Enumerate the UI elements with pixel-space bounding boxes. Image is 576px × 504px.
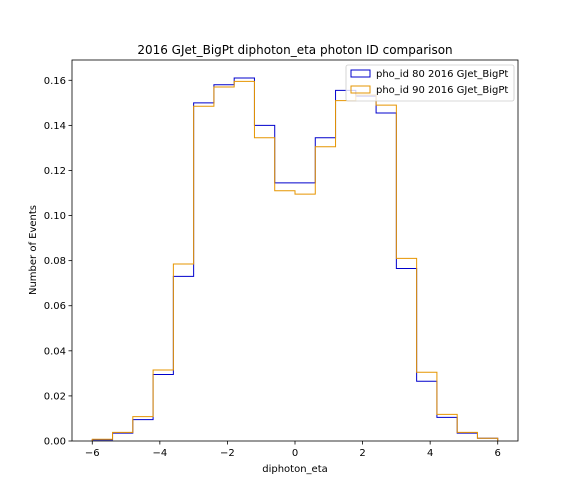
series-pho-id-90 <box>91 80 499 441</box>
histogram-bin <box>315 147 335 441</box>
y-tick-label: 0.06 <box>44 301 66 312</box>
plot-series <box>91 77 499 441</box>
histogram-bin <box>214 87 234 441</box>
y-tick-label: 0.02 <box>44 391 66 402</box>
histogram-step-line <box>91 80 499 441</box>
x-tick-label: 6 <box>495 448 501 459</box>
x-tick-label: −6 <box>85 448 100 459</box>
histogram-bin <box>295 194 315 441</box>
histogram-bin <box>194 106 214 441</box>
legend-label-pho-id-80: pho_id 80 2016 GJet_BigPt <box>376 69 508 80</box>
legend: pho_id 80 2016 GJet_BigPt pho_id 90 2016… <box>345 64 515 102</box>
legend-swatch-pho-id-80 <box>350 69 371 78</box>
plot-frame <box>71 59 519 442</box>
x-tick-label: −4 <box>152 448 167 459</box>
histogram-bin <box>336 101 356 441</box>
y-tick-label: 0.12 <box>44 166 66 177</box>
histogram-bin <box>113 432 133 441</box>
histogram-bin <box>234 81 254 441</box>
legend-swatch-pho-id-90 <box>350 85 371 94</box>
y-axis-label: Number of Events <box>28 205 39 295</box>
x-tick-label: −2 <box>220 448 235 459</box>
histogram-bin <box>133 417 153 441</box>
y-tick-label: 0.10 <box>44 211 66 222</box>
histogram-bin <box>254 138 274 441</box>
x-tick-label: 2 <box>359 448 365 459</box>
histogram-bin <box>275 191 295 441</box>
y-tick-label: 0.16 <box>44 76 66 87</box>
histogram-bin <box>396 258 416 441</box>
y-tick-label: 0.04 <box>44 346 66 357</box>
histogram-bin <box>376 105 396 441</box>
histogram-bin <box>417 372 437 441</box>
histogram-bin <box>153 370 173 441</box>
y-tick-label: 0.08 <box>44 256 66 267</box>
legend-label-pho-id-90: pho_id 90 2016 GJet_BigPt <box>376 85 508 96</box>
histogram-bin <box>356 95 376 441</box>
x-axis-label: diphoton_eta <box>262 464 328 475</box>
axis-ticks: −6 −4 −2 0 2 4 6 0.00 0.02 0.04 0.06 0.08 0.10 0.12 0.… <box>44 76 501 459</box>
y-tick-label: 0.00 <box>44 437 66 448</box>
legend-frame <box>345 64 515 102</box>
chart-title: 2016 GJet_BigPt diphoton_eta photon ID c… <box>137 43 452 57</box>
x-tick-label: 4 <box>427 448 433 459</box>
histogram-bin <box>477 438 497 441</box>
y-tick-label: 0.14 <box>44 121 66 132</box>
histogram-bin <box>437 414 457 441</box>
histogram-bin <box>457 432 477 441</box>
x-tick-label: 0 <box>292 448 298 459</box>
histogram-bin <box>173 264 193 441</box>
